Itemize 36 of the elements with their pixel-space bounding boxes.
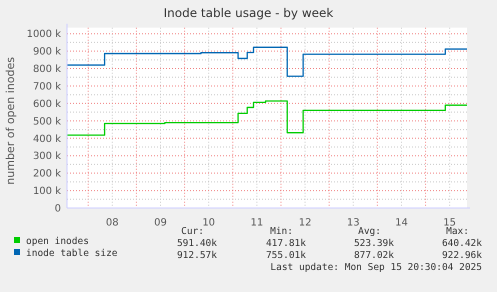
x-tick-label: 12 — [298, 218, 312, 228]
x-tick-label: 15 — [443, 218, 456, 228]
y-tick-label: 600 k — [32, 98, 62, 110]
text: Last update: Mon Sep 15 20:30:04 2025 — [270, 262, 482, 273]
text: 877.02k — [354, 250, 394, 261]
y-tick-label: 400 k — [32, 134, 62, 145]
text: 755.01k — [266, 250, 306, 261]
text: 591.40k — [176, 238, 218, 249]
y-tick-label: 900 k — [32, 46, 62, 58]
x-tick-label: 10 — [202, 218, 216, 228]
text: 523.39k — [354, 238, 394, 249]
x-tick-label: 11 — [250, 218, 264, 228]
y-tick-label: 200 k — [32, 168, 62, 180]
text: Avg: — [358, 226, 381, 237]
y-tick-label: 100 k — [32, 186, 62, 198]
text: Min: — [270, 226, 293, 237]
text: 417.81k — [266, 238, 306, 249]
legend-label: inode table size — [26, 248, 118, 259]
legend-label: open inodes — [26, 236, 89, 247]
text: Cur: — [181, 226, 204, 237]
chart-title: Inode table usage - by week — [164, 6, 334, 20]
y-axis-title: number of open inodes — [4, 56, 17, 185]
text: 912.57k — [176, 250, 218, 261]
text: 640.42k — [442, 238, 482, 249]
y-tick-label: 500 k — [32, 116, 62, 128]
y-tick-label: 0 — [54, 204, 61, 214]
x-tick-label: 14 — [395, 218, 408, 228]
y-tick-label: 300 k — [32, 151, 62, 162]
text: Max: — [446, 226, 469, 237]
x-tick-label: 13 — [346, 218, 360, 228]
y-tick-label: 1000 k — [26, 29, 62, 40]
x-tick-label: 08 — [106, 218, 119, 228]
y-tick-label: 800 k — [32, 64, 62, 76]
x-tick-label: 09 — [154, 218, 167, 228]
y-tick-label: 700 k — [32, 81, 62, 92]
text: 922.96k — [442, 250, 482, 261]
